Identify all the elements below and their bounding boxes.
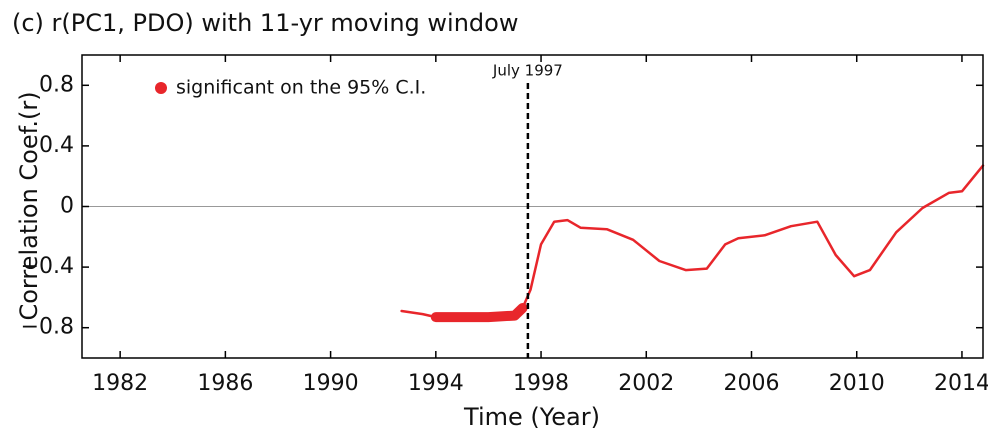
y-tick-label: 0 bbox=[60, 194, 74, 219]
chart-title: (c) r(PC1, PDO) with 11-yr moving window bbox=[12, 9, 518, 37]
x-tick-label: 2010 bbox=[829, 371, 885, 396]
x-tick-label: 2002 bbox=[618, 371, 674, 396]
y-tick-label: 0.8 bbox=[39, 72, 74, 97]
y-tick-label: 0.4 bbox=[39, 133, 74, 158]
x-axis-label: Time (Year) bbox=[463, 403, 600, 431]
x-tick-label: 1986 bbox=[197, 371, 253, 396]
y-tick-label: −0.4 bbox=[21, 254, 74, 279]
annotation-text: July 1997 bbox=[492, 62, 563, 80]
plot-frame bbox=[81, 54, 984, 359]
y-axis-label: Correlation Coef.(r) bbox=[15, 91, 43, 320]
legend-label: significant on the 95% C.I. bbox=[176, 77, 426, 99]
significant-line bbox=[430, 303, 528, 323]
line bbox=[400, 164, 985, 319]
x-tick-label: 1990 bbox=[303, 371, 359, 396]
y-tick-label: −0.8 bbox=[21, 315, 74, 340]
legend-marker bbox=[155, 82, 167, 94]
x-tick-label: 1994 bbox=[408, 371, 464, 396]
x-tick-label: 2006 bbox=[724, 371, 780, 396]
x-tick-label: 2014 bbox=[934, 371, 988, 396]
x-tick-label: 1998 bbox=[513, 371, 569, 396]
x-tick-label: 1982 bbox=[92, 371, 148, 396]
